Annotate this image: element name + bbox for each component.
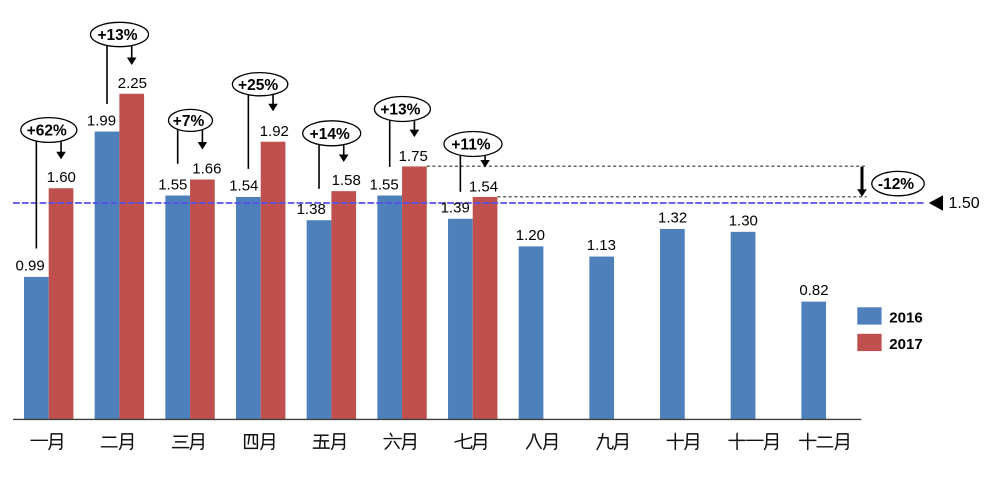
- svg-text:1.66: 1.66: [192, 161, 221, 178]
- svg-text:1.99: 1.99: [87, 113, 116, 130]
- svg-text:+13%: +13%: [97, 27, 137, 44]
- svg-text:-12%: -12%: [878, 176, 914, 193]
- svg-text:1.13: 1.13: [587, 237, 616, 254]
- svg-text:1.32: 1.32: [658, 210, 687, 227]
- svg-text:1.38: 1.38: [297, 201, 326, 218]
- svg-text:2017: 2017: [889, 336, 922, 353]
- svg-text:1.30: 1.30: [729, 213, 758, 230]
- svg-text:1.55: 1.55: [369, 176, 398, 193]
- svg-text:1.58: 1.58: [332, 172, 361, 189]
- svg-text:+11%: +11%: [451, 137, 490, 154]
- svg-text:2016: 2016: [889, 309, 922, 326]
- svg-text:1.20: 1.20: [516, 227, 545, 244]
- svg-text:0.82: 0.82: [799, 282, 828, 299]
- svg-text:2.25: 2.25: [118, 75, 147, 92]
- svg-text:1.39: 1.39: [441, 199, 470, 216]
- svg-text:1.54: 1.54: [469, 179, 498, 196]
- svg-text:1.54: 1.54: [229, 178, 258, 195]
- svg-text:1.50: 1.50: [949, 195, 980, 212]
- svg-text:+7%: +7%: [173, 113, 205, 130]
- svg-text:1.75: 1.75: [399, 148, 428, 165]
- svg-text:1.55: 1.55: [158, 176, 187, 193]
- svg-text:0.99: 0.99: [15, 257, 44, 274]
- svg-text:1.92: 1.92: [260, 123, 289, 140]
- svg-text:1.60: 1.60: [47, 169, 76, 186]
- svg-text:+25%: +25%: [238, 77, 278, 94]
- svg-text:+14%: +14%: [310, 126, 350, 143]
- svg-text:+13%: +13%: [380, 102, 420, 119]
- svg-text:+62%: +62%: [27, 123, 67, 140]
